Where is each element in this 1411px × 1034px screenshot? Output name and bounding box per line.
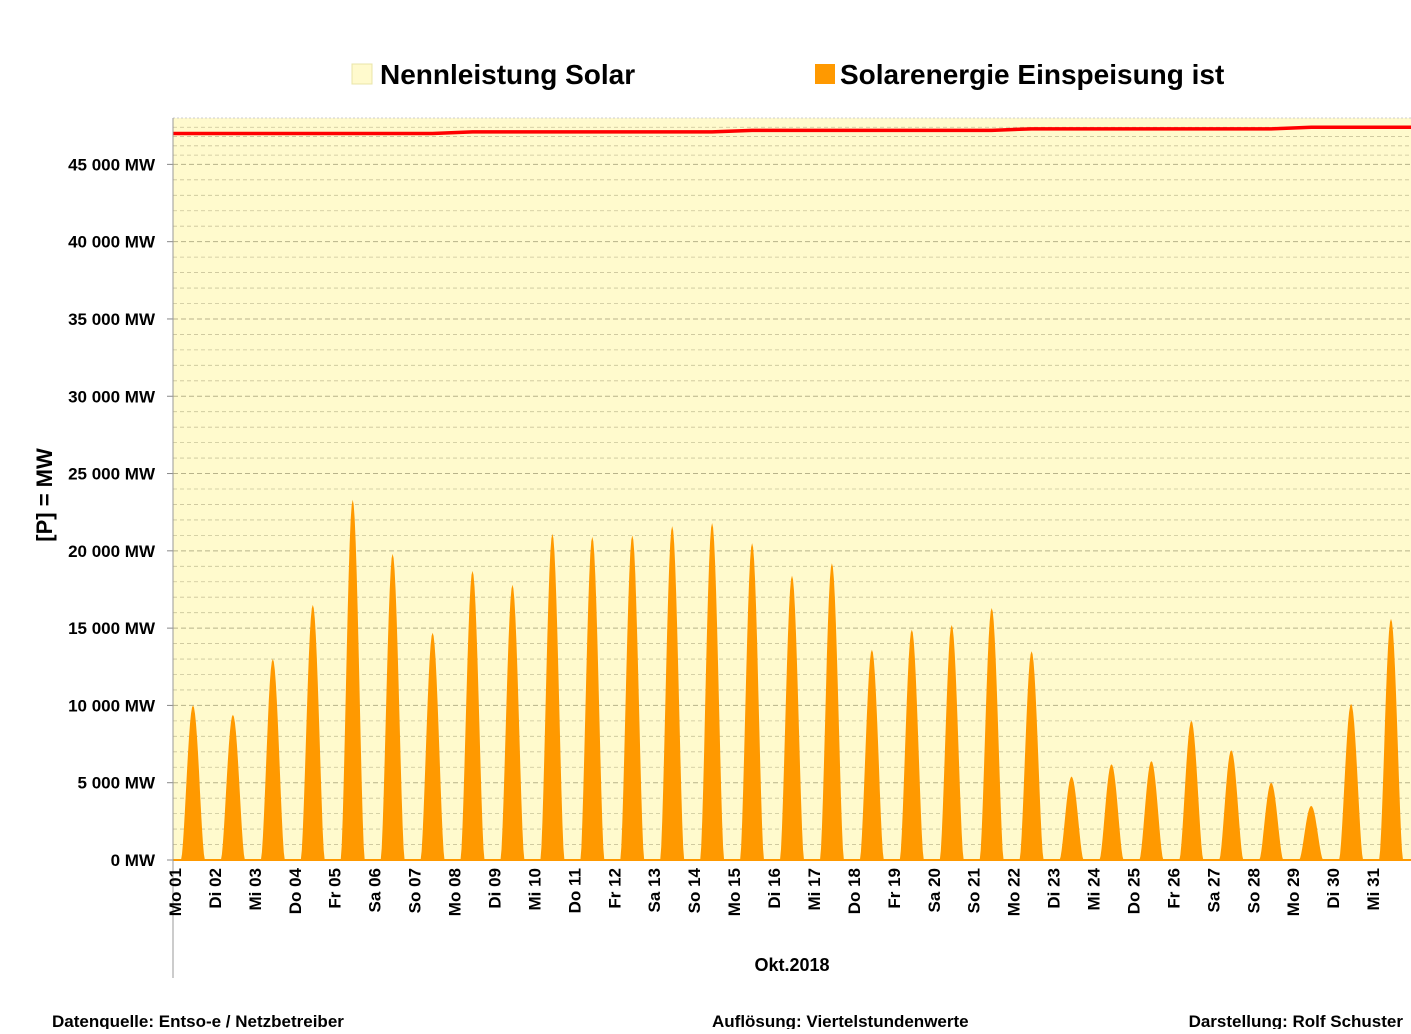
x-tick-label: Di 09 (485, 868, 504, 909)
solar-day (181, 705, 205, 860)
x-tick-label: Fr 12 (605, 868, 624, 909)
legend-swatch (815, 64, 835, 84)
solar-day (1219, 750, 1244, 860)
x-tick-label: So 07 (406, 868, 425, 913)
x-tick-label: So 28 (1244, 868, 1263, 913)
solar-day (1339, 703, 1364, 860)
x-tick-label: Mo 01 (166, 868, 185, 916)
x-tick-label: Sa 20 (925, 868, 944, 912)
x-tick-label: So 14 (685, 867, 704, 913)
x-tick-label: Mi 17 (805, 868, 824, 911)
y-tick-label: 25 000 MW (68, 465, 156, 484)
solar-day (740, 543, 764, 860)
solar-day (780, 575, 804, 860)
solar-day (1379, 618, 1403, 860)
x-tick-label: Do 18 (845, 868, 864, 914)
x-tick-label: Mi 31 (1364, 868, 1383, 911)
capacity-line (173, 125, 1411, 136)
solar-day (380, 553, 405, 860)
solar-day (660, 526, 685, 860)
x-tick-label: Mo 15 (725, 868, 744, 916)
y-tick-label: 45 000 MW (68, 155, 156, 174)
x-tick-label: Sa 06 (366, 868, 385, 912)
solar-day (1099, 764, 1124, 860)
y-tick-label: 30 000 MW (68, 387, 156, 406)
footer-text: Datenquelle: Entso-e / Netzbetreiber (52, 1012, 344, 1029)
solar-day (500, 584, 525, 860)
solar-day (1059, 776, 1084, 860)
solar-day (420, 632, 445, 860)
x-tick-label: Do 25 (1124, 868, 1143, 914)
y-tick-label: 35 000 MW (68, 310, 156, 329)
solar-day (819, 563, 844, 860)
y-tick-label: 5 000 MW (78, 774, 156, 793)
solar-day (220, 714, 245, 860)
x-tick-label: Fr 19 (885, 868, 904, 909)
x-tick-label: Sa 13 (645, 868, 664, 912)
y-tick-label: 10 000 MW (68, 696, 156, 715)
x-tick-label: Sa 27 (1204, 868, 1223, 912)
solar-day (1179, 720, 1204, 860)
x-tick-label: Mi 03 (246, 868, 265, 911)
x-tick-label: Di 02 (206, 868, 225, 909)
solar-day (620, 535, 645, 860)
x-tick-label: Do 11 (565, 868, 584, 913)
solar-day (700, 523, 725, 860)
y-tick-label: 15 000 MW (68, 619, 156, 638)
x-tick-label: Fr 26 (1164, 868, 1183, 909)
solar-day (899, 629, 924, 860)
y-tick-label: 0 MW (111, 851, 156, 870)
legend-swatch (351, 63, 373, 85)
y-tick-label: 20 000 MW (68, 542, 156, 561)
y-tick-label: 40 000 MW (68, 233, 156, 252)
x-axis-label: Okt.2018 (754, 955, 829, 975)
solar-day (580, 536, 605, 860)
x-tick-label: Mo 29 (1284, 868, 1303, 916)
x-tick-label: Mo 08 (446, 868, 465, 916)
x-tick-label: Mi 24 (1085, 867, 1104, 910)
solar-day (300, 604, 325, 860)
x-tick-label: So 21 (965, 868, 984, 913)
solar-day (1019, 651, 1044, 860)
solar-day (540, 533, 565, 860)
solar-day (979, 608, 1004, 860)
legend-label: Nennleistung Solar (380, 59, 635, 90)
footer-text: Darstellung: Rolf Schuster (1189, 1012, 1404, 1029)
solar-day (340, 499, 365, 860)
solar-day (1299, 805, 1324, 860)
footer-text: Auflösung: Viertelstundenwerte (712, 1012, 969, 1029)
x-tick-label: Do 04 (286, 867, 305, 914)
solar-day (260, 659, 285, 860)
x-tick-label: Mo 22 (1005, 868, 1024, 916)
solar-day (460, 570, 485, 860)
solar-day (859, 649, 884, 860)
legend-label: Solarenergie Einspeisung ist (840, 59, 1224, 90)
solar-day (1259, 782, 1284, 860)
x-tick-label: Mi 10 (525, 868, 544, 911)
x-tick-label: Di 16 (765, 868, 784, 909)
solar-day (939, 625, 964, 860)
capacity-area (173, 127, 1411, 860)
y-axis-label: [P] = MW (32, 448, 57, 542)
x-tick-label: Di 23 (1045, 868, 1064, 909)
x-tick-label: Fr 05 (326, 868, 345, 909)
x-tick-label: Di 30 (1324, 868, 1343, 909)
solar-day (1139, 761, 1164, 860)
